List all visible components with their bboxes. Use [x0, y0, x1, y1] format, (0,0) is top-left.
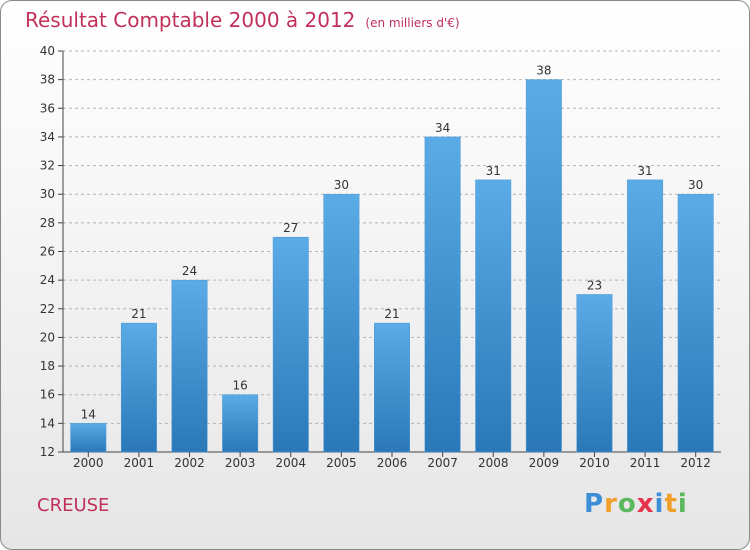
y-tick-label: 36: [40, 101, 55, 115]
x-tick-label: 2003: [225, 456, 256, 470]
bar: [475, 179, 512, 453]
bar: [627, 179, 664, 453]
y-tick-label: 20: [40, 330, 55, 344]
chart-subtitle: (en milliers d'€): [365, 16, 460, 30]
x-tick-label: 2001: [124, 456, 155, 470]
y-tick-label: 12: [40, 445, 55, 459]
y-tick-label: 28: [40, 216, 55, 230]
bar: [222, 394, 259, 453]
x-tick-label: 2012: [680, 456, 711, 470]
x-tick-label: 2000: [73, 456, 104, 470]
proxiti-logo: Proxiti: [584, 489, 688, 519]
bar: [120, 322, 157, 453]
x-tick-label: 2004: [275, 456, 306, 470]
y-tick-label: 18: [40, 359, 55, 373]
logo-letter: t: [664, 489, 678, 519]
y-tick-label: 30: [40, 187, 55, 201]
bar-value-label: 31: [637, 164, 652, 178]
bar-value-label: 23: [587, 278, 602, 292]
y-tick-label: 38: [40, 73, 55, 87]
bar: [272, 236, 309, 453]
bar: [525, 79, 562, 453]
y-tick-label: 22: [40, 302, 55, 316]
bar: [677, 193, 714, 453]
bar: [424, 136, 461, 453]
region-label: CREUSE: [37, 495, 110, 516]
bar-value-label: 24: [182, 264, 197, 278]
logo-letter: o: [617, 489, 637, 519]
y-tick-label: 24: [40, 273, 55, 287]
chart-title: Résultat Comptable 2000 à 2012 (en millie…: [25, 7, 460, 36]
x-tick-label: 2007: [427, 456, 458, 470]
bar: [171, 279, 208, 453]
x-tick-label: 2006: [377, 456, 408, 470]
x-tick-label: 2005: [326, 456, 357, 470]
chart-title-text: Résultat Comptable 2000 à 2012: [25, 8, 356, 32]
logo-letter: x: [636, 489, 655, 519]
bar: [576, 294, 613, 453]
bar-value-label: 31: [486, 164, 501, 178]
logo-letter: i: [654, 489, 665, 519]
bar-value-label: 21: [131, 307, 146, 321]
bar-value-label: 14: [81, 407, 96, 421]
logo-letter: P: [584, 489, 605, 519]
logo-letter: i: [677, 489, 688, 519]
bar: [374, 322, 410, 453]
bar-value-label: 38: [536, 64, 551, 78]
bar: [70, 423, 107, 453]
x-tick-label: 2011: [630, 456, 661, 470]
bar-value-label: 30: [334, 178, 349, 192]
y-tick-label: 26: [40, 245, 55, 259]
y-tick-label: 32: [40, 159, 55, 173]
bar-value-label: 16: [233, 379, 248, 393]
y-tick-label: 40: [40, 44, 55, 58]
bar-value-label: 34: [435, 121, 450, 135]
y-tick-label: 14: [40, 416, 55, 430]
bar: [323, 193, 360, 453]
x-tick-label: 2010: [579, 456, 610, 470]
y-tick-label: 16: [40, 388, 55, 402]
bar-value-label: 21: [384, 307, 399, 321]
bar-value-label: 27: [283, 221, 298, 235]
bar-value-label: 30: [688, 178, 703, 192]
y-tick-label: 34: [40, 130, 55, 144]
x-tick-label: 2008: [478, 456, 509, 470]
x-tick-label: 2009: [529, 456, 560, 470]
x-tick-label: 2002: [174, 456, 205, 470]
logo-letter: r: [604, 489, 618, 519]
